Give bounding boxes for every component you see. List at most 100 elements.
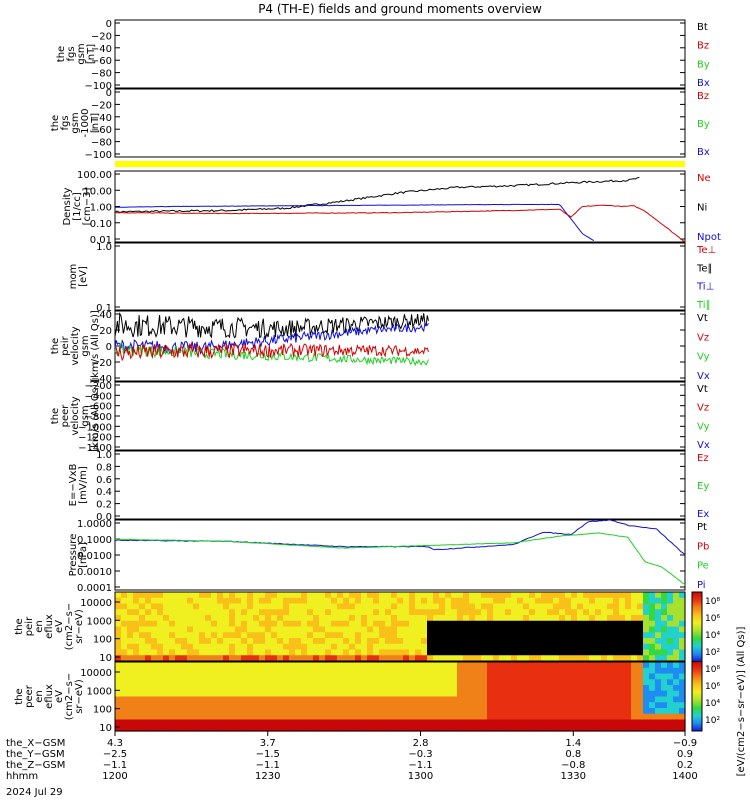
spectrogram-cell [283, 620, 290, 628]
spectrogram-cell [553, 696, 560, 703]
spectrogram-cell [277, 632, 284, 639]
x-row-value: 3.7 [260, 738, 276, 749]
spectrogram-cell [223, 603, 230, 610]
spectrogram-cell [535, 708, 542, 715]
spectrogram-cell [229, 662, 236, 669]
spectrogram-cell [355, 649, 362, 656]
spectrogram-cell [319, 603, 326, 610]
panel-frame [114, 661, 686, 732]
spectrogram-cell [307, 632, 314, 639]
spectrogram-cell [151, 702, 158, 709]
x-row-label: the_Y−GSM [6, 749, 65, 760]
spectrogram-cell [415, 615, 422, 622]
spectrogram-cell [241, 632, 248, 639]
spectrogram-cell [463, 597, 470, 605]
spectrogram-cell [427, 638, 434, 645]
spectrogram-cell [115, 667, 122, 675]
spectrogram-cell [199, 626, 206, 633]
spectrogram-cell [253, 597, 260, 605]
spectrogram-cell [169, 597, 176, 605]
spectrogram-cell [415, 626, 422, 633]
legend-pi: Pi [697, 580, 706, 591]
spectrogram-cell [439, 719, 446, 726]
y-tick-label: 0 [106, 88, 112, 99]
spectrogram-cell [463, 649, 470, 656]
spectrogram-cell [145, 603, 152, 610]
spectrogram-cell [121, 725, 128, 732]
spectrogram-cell [187, 685, 194, 692]
spectrogram-cell [571, 626, 578, 633]
spectrogram-cell [175, 597, 182, 605]
spectrogram-cell [331, 655, 338, 662]
spectrogram-cell [553, 632, 560, 639]
spectrogram-cell [541, 667, 548, 675]
y-axis-label: [1/cc] [72, 192, 83, 221]
spectrogram-cell [391, 667, 398, 675]
spectrogram-cell [643, 696, 650, 703]
spectrogram-cell [421, 632, 428, 639]
spectrogram-cell [577, 696, 584, 703]
spectrogram-cell [589, 603, 596, 610]
spectrogram-cell [673, 685, 680, 692]
spectrogram-cell [433, 719, 440, 726]
spectrogram-cell [211, 609, 218, 616]
spectrogram-cell [379, 690, 386, 698]
spectrogram-cell [385, 643, 392, 651]
spectrogram-cell [553, 719, 560, 726]
spectrogram-cell [385, 679, 392, 686]
spectrogram-cell [313, 643, 320, 651]
panel-frame [114, 450, 686, 520]
spectrogram-cell [151, 725, 158, 732]
spectrogram-cell [427, 690, 434, 698]
spectrogram-cell [193, 626, 200, 633]
spectrogram-cell [301, 609, 308, 616]
spectrogram-cell [529, 662, 536, 669]
spectrogram-cell [439, 638, 446, 645]
spectrogram-cell [331, 696, 338, 703]
spectrogram-cell [481, 655, 488, 662]
spectrogram-cell [205, 643, 212, 651]
spectrogram-cell [451, 673, 458, 680]
spectrogram-cell [673, 725, 680, 732]
spectrogram-cell [133, 702, 140, 709]
spectrogram-cell [595, 719, 602, 726]
spectrogram-cell [427, 713, 434, 721]
spectrogram-cell [529, 702, 536, 709]
spectrogram-cell [553, 597, 560, 605]
spectrogram-cell [259, 643, 266, 651]
spectrogram-cell [187, 679, 194, 686]
spectrogram-cell [535, 609, 542, 616]
y-tick-label: −800 [85, 412, 112, 423]
spectrogram-cell [295, 597, 302, 605]
y-axis-label: sr−eV) [74, 609, 85, 644]
spectrogram-cell [565, 597, 572, 605]
spectrogram-cell [385, 632, 392, 639]
spectrogram-cell [235, 597, 242, 605]
spectrogram-cell [541, 638, 548, 645]
spectrogram-cell [577, 667, 584, 675]
spectrogram-cell [349, 632, 356, 639]
spectrogram-cell [541, 620, 548, 628]
spectrogram-cell [133, 662, 140, 669]
spectrogram-cell [571, 638, 578, 645]
spectrogram-cell [499, 597, 506, 605]
spectrogram-cell [511, 643, 518, 651]
spectrogram-cell [223, 696, 230, 703]
spectrogram-cell [649, 662, 656, 669]
spectrogram-cell [277, 615, 284, 622]
spectrogram-cell [499, 690, 506, 698]
spectrogram-cell [673, 655, 680, 662]
spectrogram-cell [367, 662, 374, 669]
spectrogram-cell [493, 626, 500, 633]
spectrogram-cell [343, 725, 350, 732]
spectrogram-cell [511, 708, 518, 715]
spectrogram-cell [301, 685, 308, 692]
spectrogram-cell [289, 679, 296, 686]
spectrogram-cell [577, 673, 584, 680]
spectrogram-cell [547, 673, 554, 680]
spectrogram-cell [349, 638, 356, 645]
spectrogram-cell [349, 667, 356, 675]
panel-frame [114, 381, 686, 451]
spectrogram-cell [361, 609, 368, 616]
spectrogram-cell [289, 638, 296, 645]
